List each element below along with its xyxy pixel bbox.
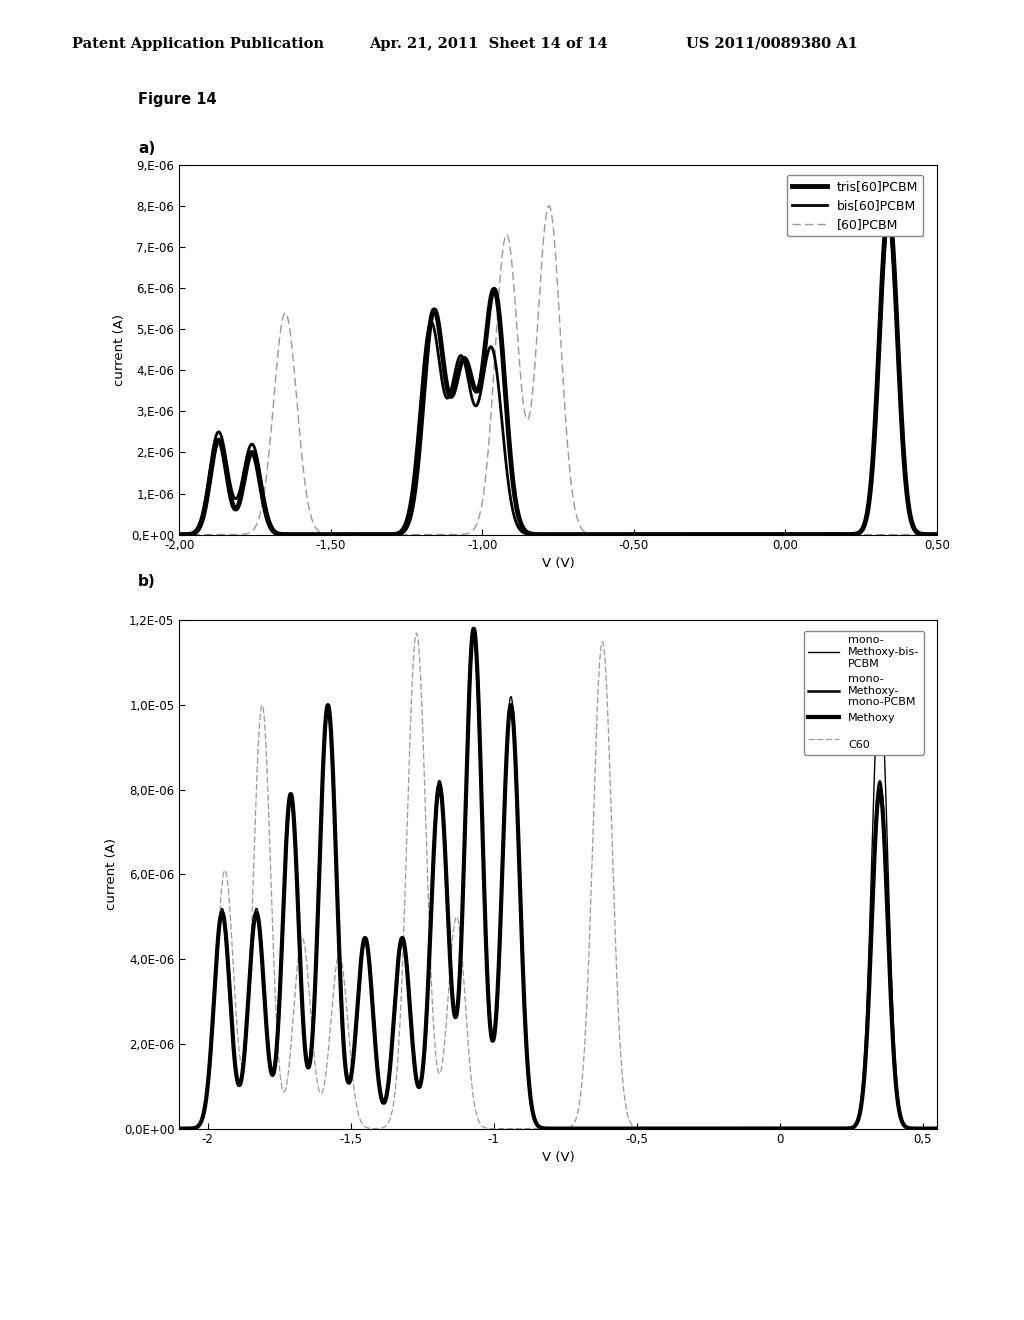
bis[60]PCBM <box>625 527 637 543</box>
bis[60]PCBM <box>742 527 755 543</box>
Methoxy <box>945 1121 957 1137</box>
bis[60]PCBM <box>443 388 456 404</box>
mono-Methoxy-mono-PCBM <box>903 1121 915 1137</box>
bis[60]PCBM <box>158 527 170 543</box>
Line: [60]PCBM: [60]PCBM <box>164 206 952 535</box>
[60]PCBM <box>658 527 671 543</box>
C60 <box>903 1121 915 1137</box>
Methoxy <box>191 1119 204 1135</box>
Line: mono-Methoxy-mono-PCBM: mono-Methoxy-mono-PCBM <box>165 634 951 1129</box>
bis[60]PCBM <box>946 527 958 543</box>
Text: b): b) <box>138 574 156 589</box>
mono-Methoxy-bis-PCBM <box>159 1121 171 1137</box>
Text: US 2011/0089380 A1: US 2011/0089380 A1 <box>686 37 858 51</box>
C60 <box>411 626 423 642</box>
tris[60]PCBM <box>742 527 755 543</box>
bis[60]PCBM <box>883 215 895 231</box>
Line: C60: C60 <box>165 634 951 1129</box>
Methoxy <box>162 1121 174 1137</box>
mono-Methoxy-bis-PCBM <box>903 1121 915 1137</box>
tris[60]PCBM <box>198 507 210 523</box>
Methoxy <box>544 1121 556 1137</box>
Text: Figure 14: Figure 14 <box>138 92 217 107</box>
mono-Methoxy-bis-PCBM <box>191 1119 204 1135</box>
X-axis label: V (V): V (V) <box>542 557 574 570</box>
Line: tris[60]PCBM: tris[60]PCBM <box>164 210 952 535</box>
mono-Methoxy-mono-PCBM <box>695 1121 708 1137</box>
bis[60]PCBM <box>784 527 797 543</box>
mono-Methoxy-mono-PCBM <box>162 1121 174 1137</box>
Text: a): a) <box>138 141 156 156</box>
mono-Methoxy-mono-PCBM <box>159 1121 171 1137</box>
C60 <box>159 1121 171 1137</box>
mono-Methoxy-bis-PCBM <box>544 1121 556 1137</box>
tris[60]PCBM <box>625 527 637 543</box>
[60]PCBM <box>946 527 958 543</box>
Methoxy <box>468 620 480 636</box>
[60]PCBM <box>625 527 637 543</box>
[60]PCBM <box>784 527 797 543</box>
tris[60]PCBM <box>784 527 797 543</box>
Text: Apr. 21, 2011  Sheet 14 of 14: Apr. 21, 2011 Sheet 14 of 14 <box>369 37 607 51</box>
Methoxy <box>903 1121 915 1137</box>
mono-Methoxy-mono-PCBM <box>544 1121 556 1137</box>
[60]PCBM <box>198 527 210 543</box>
mono-Methoxy-mono-PCBM <box>206 1024 218 1040</box>
mono-Methoxy-bis-PCBM <box>206 1022 218 1038</box>
Y-axis label: current (A): current (A) <box>113 314 126 385</box>
tris[60]PCBM <box>946 527 958 543</box>
Y-axis label: current (A): current (A) <box>105 838 119 911</box>
C60 <box>313 1082 326 1098</box>
mono-Methoxy-bis-PCBM <box>945 1121 957 1137</box>
C60 <box>206 1039 218 1055</box>
Methoxy <box>159 1121 171 1137</box>
C60 <box>746 1121 759 1137</box>
mono-Methoxy-bis-PCBM <box>313 871 326 887</box>
Methoxy <box>695 1121 708 1137</box>
X-axis label: V (V): V (V) <box>542 1151 574 1164</box>
Legend: mono-
Methoxy-bis-
PCBM, mono-
Methoxy-
mono-PCBM, Methoxy, 
C60: mono- Methoxy-bis- PCBM, mono- Methoxy- … <box>804 631 924 755</box>
tris[60]PCBM <box>158 527 170 543</box>
bis[60]PCBM <box>658 527 671 543</box>
tris[60]PCBM <box>883 202 895 218</box>
mono-Methoxy-mono-PCBM <box>945 1121 957 1137</box>
tris[60]PCBM <box>658 527 671 543</box>
[60]PCBM <box>543 198 555 214</box>
[60]PCBM <box>742 527 755 543</box>
tris[60]PCBM <box>700 527 713 543</box>
[60]PCBM <box>158 527 170 543</box>
Line: mono-Methoxy-bis-PCBM: mono-Methoxy-bis-PCBM <box>165 628 951 1129</box>
Text: Patent Application Publication: Patent Application Publication <box>72 37 324 51</box>
Line: bis[60]PCBM: bis[60]PCBM <box>164 223 952 535</box>
Methoxy <box>206 1024 218 1040</box>
bis[60]PCBM <box>699 527 712 543</box>
mono-Methoxy-mono-PCBM <box>313 874 326 890</box>
C60 <box>191 1119 204 1135</box>
C60 <box>162 1121 174 1137</box>
C60 <box>945 1121 957 1137</box>
tris[60]PCBM <box>443 387 456 403</box>
[60]PCBM <box>443 527 456 543</box>
Line: Methoxy: Methoxy <box>165 628 951 1129</box>
mono-Methoxy-mono-PCBM <box>191 1119 204 1135</box>
bis[60]PCBM <box>198 500 210 516</box>
mono-Methoxy-mono-PCBM <box>468 626 480 642</box>
Methoxy <box>313 871 326 887</box>
mono-Methoxy-bis-PCBM <box>162 1121 174 1137</box>
mono-Methoxy-bis-PCBM <box>695 1121 708 1137</box>
Legend: tris[60]PCBM, bis[60]PCBM, [60]PCBM: tris[60]PCBM, bis[60]PCBM, [60]PCBM <box>786 176 923 236</box>
C60 <box>544 1121 556 1137</box>
mono-Methoxy-bis-PCBM <box>468 620 480 636</box>
